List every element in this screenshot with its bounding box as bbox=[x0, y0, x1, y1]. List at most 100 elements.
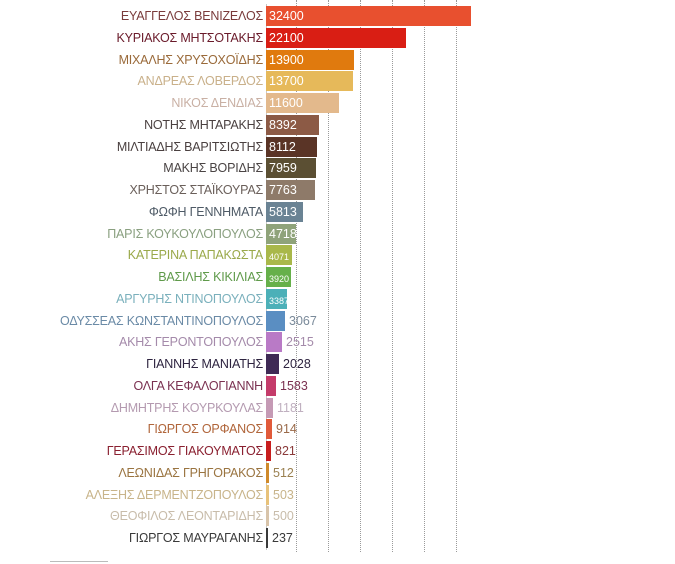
value-label: 500 bbox=[273, 509, 294, 524]
category-label: ΕΥΑΓΓΕΛΟΣ ΒΕΝΙΖΕΛΟΣ bbox=[120, 9, 263, 23]
bar bbox=[266, 441, 271, 461]
value-label: 237 bbox=[272, 531, 293, 545]
value-label: 7959 bbox=[269, 161, 297, 176]
bar bbox=[266, 223, 296, 244]
bar-row: ΚΑΤΕΡΙΝΑ ΠΑΠΑΚΩΣΤΑ 4071 bbox=[0, 244, 675, 266]
bar bbox=[266, 27, 406, 48]
value-label: 4718 bbox=[269, 226, 297, 241]
category-label: ΧΡΗΣΤΟΣ ΣΤΑΪΚΟΥΡΑΣ bbox=[129, 183, 264, 197]
gridline bbox=[424, 0, 425, 552]
bar-row: ΜΙΛΤΙΑΔΗΣ ΒΑΡΙΤΣΙΩΤΗΣ 8112 bbox=[0, 136, 675, 158]
value-label: 512 bbox=[273, 465, 294, 480]
value-label: 8392 bbox=[269, 117, 297, 132]
bar bbox=[266, 245, 292, 266]
category-label: ΚΥΡΙΑΚΟΣ ΜΗΤΣΟΤΑΚΗΣ bbox=[116, 30, 263, 45]
category-label: ΛΕΩΝΙΔΑΣ ΓΡΗΓΟΡΑΚΟΣ bbox=[118, 465, 263, 480]
bar-row: ΑΡΓΥΡΗΣ ΝΤΙΝΟΠΟΥΛΟΣ 3387 bbox=[0, 288, 675, 310]
value-label: 1583 bbox=[280, 378, 308, 393]
bar bbox=[266, 49, 354, 70]
bar-row: ΦΩΦΗ ΓΕΝΝΗΜΑΤΑ 5813 bbox=[0, 201, 675, 223]
value-label: 7763 bbox=[269, 183, 297, 197]
category-label: ΝΙΚΟΣ ΔΕΝΔΙΑΣ bbox=[171, 96, 263, 110]
bar bbox=[266, 397, 273, 418]
category-label: ΠΑΡΙΣ ΚΟΥΚΟΥΛΟΠΟΥΛΟΣ bbox=[107, 226, 263, 241]
bar-row: ΛΕΩΝΙΔΑΣ ΓΡΗΓΟΡΑΚΟΣ 512 bbox=[0, 462, 675, 484]
category-label: ΦΩΦΗ ΓΕΝΝΗΜΑΤΑ bbox=[148, 204, 263, 219]
category-label: ΑΡΓΥΡΗΣ ΝΤΙΝΟΠΟΥΛΟΣ bbox=[116, 291, 263, 306]
category-label: ΓΕΡΑΣΙΜΟΣ ΓΙΑΚΟΥΜΑΤΟΣ bbox=[106, 444, 263, 458]
value-label: 22100 bbox=[269, 30, 304, 45]
gridline bbox=[328, 0, 329, 552]
bar-row: ΑΚΗΣ ΓΕΡΟΝΤΟΠΟΥΛΟΣ 2515 bbox=[0, 331, 675, 353]
category-label: ΑΛΕΞΗΣ ΔΕΡΜΕΝΤΖΟΠΟΥΛΟΣ bbox=[85, 487, 264, 502]
category-label: ΓΙΑΝΝΗΣ ΜΑΝΙΑΤΗΣ bbox=[146, 357, 263, 371]
value-label: 3920 bbox=[269, 274, 290, 284]
category-label: ΚΑΤΕΡΙΝΑ ΠΑΠΑΚΩΣΤΑ bbox=[127, 248, 263, 263]
gridline bbox=[456, 0, 457, 552]
bar bbox=[266, 332, 282, 353]
bar-row: ΓΙΑΝΝΗΣ ΜΑΝΙΑΤΗΣ 2028 bbox=[0, 353, 675, 375]
bar bbox=[266, 201, 303, 222]
bar bbox=[266, 267, 291, 287]
gridline bbox=[360, 0, 361, 552]
bar-row: ΟΔΥΣΣΕΑΣ ΚΩΝΣΤΑΝΤΙΝΟΠΟΥΛΟΣ 3067 bbox=[0, 310, 675, 332]
bar-row: ΒΑΣΙΛΗΣ ΚΙΚΙΛΙΑΣ 3920 bbox=[0, 266, 675, 288]
value-label: 503 bbox=[273, 487, 294, 502]
bar bbox=[266, 288, 287, 309]
bar bbox=[266, 462, 269, 483]
bar bbox=[266, 6, 471, 26]
bar bbox=[266, 93, 339, 113]
category-label: ΔΗΜΗΤΡΗΣ ΚΟΥΡΚΟΥΛΑΣ bbox=[110, 400, 263, 415]
bar bbox=[266, 180, 315, 200]
bar-row: ΟΛΓΑ ΚΕΦΑΛΟΓΙΑΝΝΗ 1583 bbox=[0, 375, 675, 397]
bar-row: ΚΥΡΙΑΚΟΣ ΜΗΤΣΟΤΑΚΗΣ 22100 bbox=[0, 27, 675, 49]
bar-row: ΑΛΕΞΗΣ ΔΕΡΜΕΝΤΖΟΠΟΥΛΟΣ 503 bbox=[0, 484, 675, 506]
category-label: ΓΙΩΡΓΟΣ ΟΡΦΑΝΟΣ bbox=[147, 422, 264, 437]
value-label: 32400 bbox=[269, 9, 304, 23]
category-label: ΑΚΗΣ ΓΕΡΟΝΤΟΠΟΥΛΟΣ bbox=[118, 335, 263, 350]
bar-row: ΓΙΩΡΓΟΣ ΜΑΥΡΑΓΑΝΗΣ 237 bbox=[0, 527, 675, 549]
category-label: ΟΛΓΑ ΚΕΦΑΛΟΓΙΑΝΝΗ bbox=[133, 378, 263, 393]
value-label: 11600 bbox=[269, 96, 303, 110]
bar bbox=[266, 136, 317, 157]
category-label: ΜΙΛΤΙΑΔΗΣ ΒΑΡΙΤΣΙΩΤΗΣ bbox=[116, 139, 263, 154]
value-label: 2515 bbox=[286, 335, 314, 350]
value-label: 13700 bbox=[269, 74, 304, 89]
value-label: 5813 bbox=[269, 204, 297, 219]
bar-row: ΑΝΔΡΕΑΣ ΛΟΒΕΡΔΟΣ 13700 bbox=[0, 70, 675, 92]
bar bbox=[266, 375, 276, 396]
value-label: 3067 bbox=[289, 313, 317, 328]
value-label: 13900 bbox=[269, 52, 304, 67]
gridline bbox=[296, 0, 297, 552]
footer-divider bbox=[50, 561, 108, 562]
category-label: ΑΝΔΡΕΑΣ ΛΟΒΕΡΔΟΣ bbox=[137, 74, 264, 89]
value-label: 914 bbox=[276, 422, 297, 437]
category-label: ΓΙΩΡΓΟΣ ΜΑΥΡΑΓΑΝΗΣ bbox=[128, 531, 263, 545]
bar bbox=[266, 506, 269, 527]
bar bbox=[266, 158, 316, 179]
category-label: ΝΟΤΗΣ ΜΗΤΑΡΑΚΗΣ bbox=[144, 117, 263, 132]
value-label: 3387 bbox=[269, 295, 290, 306]
category-label: ΒΑΣΙΛΗΣ ΚΙΚΙΛΙΑΣ bbox=[158, 270, 263, 284]
bar bbox=[266, 484, 269, 505]
bar bbox=[266, 71, 353, 92]
bar-row: ΓΙΩΡΓΟΣ ΟΡΦΑΝΟΣ 914 bbox=[0, 418, 675, 440]
bar-row: ΜΙΧΑΛΗΣ ΧΡΥΣΟΧΟΪΔΗΣ 13900 bbox=[0, 49, 675, 71]
value-label: 2028 bbox=[283, 357, 311, 371]
bar bbox=[266, 354, 279, 374]
bar-row: ΓΕΡΑΣΙΜΟΣ ΓΙΑΚΟΥΜΑΤΟΣ 821 bbox=[0, 440, 675, 462]
bar-row: ΠΑΡΙΣ ΚΟΥΚΟΥΛΟΠΟΥΛΟΣ 4718 bbox=[0, 223, 675, 245]
bar-row: ΜΑΚΗΣ ΒΟΡΙΔΗΣ 7959 bbox=[0, 157, 675, 179]
category-label: ΜΙΧΑΛΗΣ ΧΡΥΣΟΧΟΪΔΗΣ bbox=[118, 52, 264, 67]
value-label: 4071 bbox=[269, 252, 290, 263]
bar-row: ΧΡΗΣΤΟΣ ΣΤΑΪΚΟΥΡΑΣ 7763 bbox=[0, 179, 675, 201]
category-label: ΜΑΚΗΣ ΒΟΡΙΔΗΣ bbox=[163, 161, 263, 176]
value-label: 821 bbox=[275, 444, 296, 458]
bar bbox=[266, 114, 319, 135]
bar bbox=[266, 528, 268, 548]
bar-row: ΘΕΟΦΙΛΟΣ ΛΕΟΝΤΑΡΙΔΗΣ 500 bbox=[0, 505, 675, 527]
bar bbox=[266, 310, 285, 331]
value-label: 8112 bbox=[269, 139, 296, 154]
bar-row: ΝΙΚΟΣ ΔΕΝΔΙΑΣ 11600 bbox=[0, 92, 675, 114]
